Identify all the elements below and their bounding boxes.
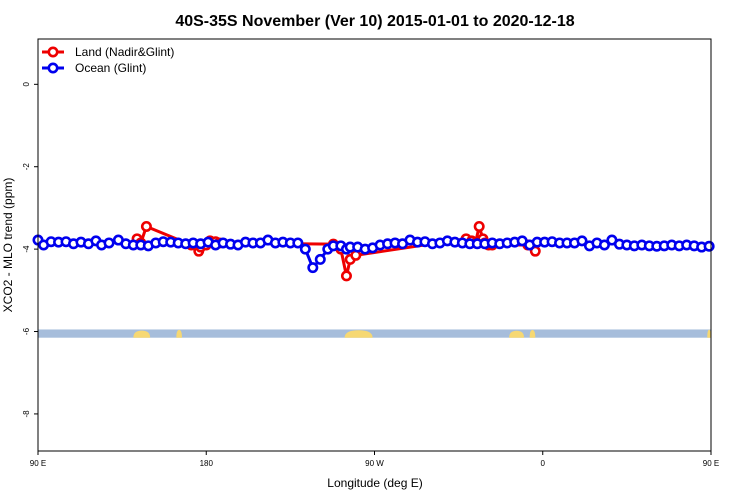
legend-land-label: Land (Nadir&Glint) <box>75 45 174 59</box>
y-tick-label: -8 <box>22 410 31 418</box>
map-land-blob <box>509 330 525 338</box>
data-point-ocean <box>307 262 319 274</box>
map-land-blob <box>344 330 373 338</box>
series-layer <box>32 220 715 282</box>
data-point-land <box>140 220 152 232</box>
x-tick-label: 0 <box>541 459 546 468</box>
x-tick-label: 90 E <box>30 459 46 468</box>
data-point-ocean <box>314 253 326 265</box>
x-tick-label: 90 W <box>365 459 384 468</box>
y-axis-label: XCO2 - MLO trend (ppm) <box>1 178 15 313</box>
data-point-ocean <box>292 237 304 249</box>
axes: 90 E 180 90 W 0 90 E 0 -2 -4 -6 -8 <box>22 82 719 468</box>
map-land-blob <box>707 329 711 338</box>
legend-ocean-marker <box>47 62 59 74</box>
data-point-ocean <box>103 237 115 249</box>
data-point-ocean <box>299 243 311 255</box>
x-axis-label: Longitude (deg E) <box>327 476 422 490</box>
plot-frame <box>37 38 712 452</box>
map-land-blob <box>529 329 536 338</box>
data-point-ocean <box>703 240 715 252</box>
data-point-ocean <box>576 235 588 247</box>
legend-land-marker <box>47 46 59 58</box>
y-tick-label: -2 <box>22 163 31 171</box>
map-strip <box>38 329 711 338</box>
chart-title: 40S-35S November (Ver 10) 2015-01-01 to … <box>175 13 574 30</box>
legend-ocean-label: Ocean (Glint) <box>75 61 146 75</box>
data-point-land <box>473 220 485 232</box>
legend: Land (Nadir&Glint) Ocean (Glint) <box>42 45 174 75</box>
data-point-land <box>340 270 352 282</box>
x-tick-label: 90 E <box>703 459 719 468</box>
y-tick-label: -6 <box>22 327 31 335</box>
data-point-ocean <box>598 239 610 251</box>
map-land-blob <box>133 330 151 338</box>
map-ocean-band <box>38 329 711 338</box>
y-tick-label: 0 <box>22 82 31 87</box>
x-tick-label: 180 <box>200 459 214 468</box>
map-land-blob <box>176 329 182 338</box>
y-tick-label: -4 <box>22 245 31 253</box>
